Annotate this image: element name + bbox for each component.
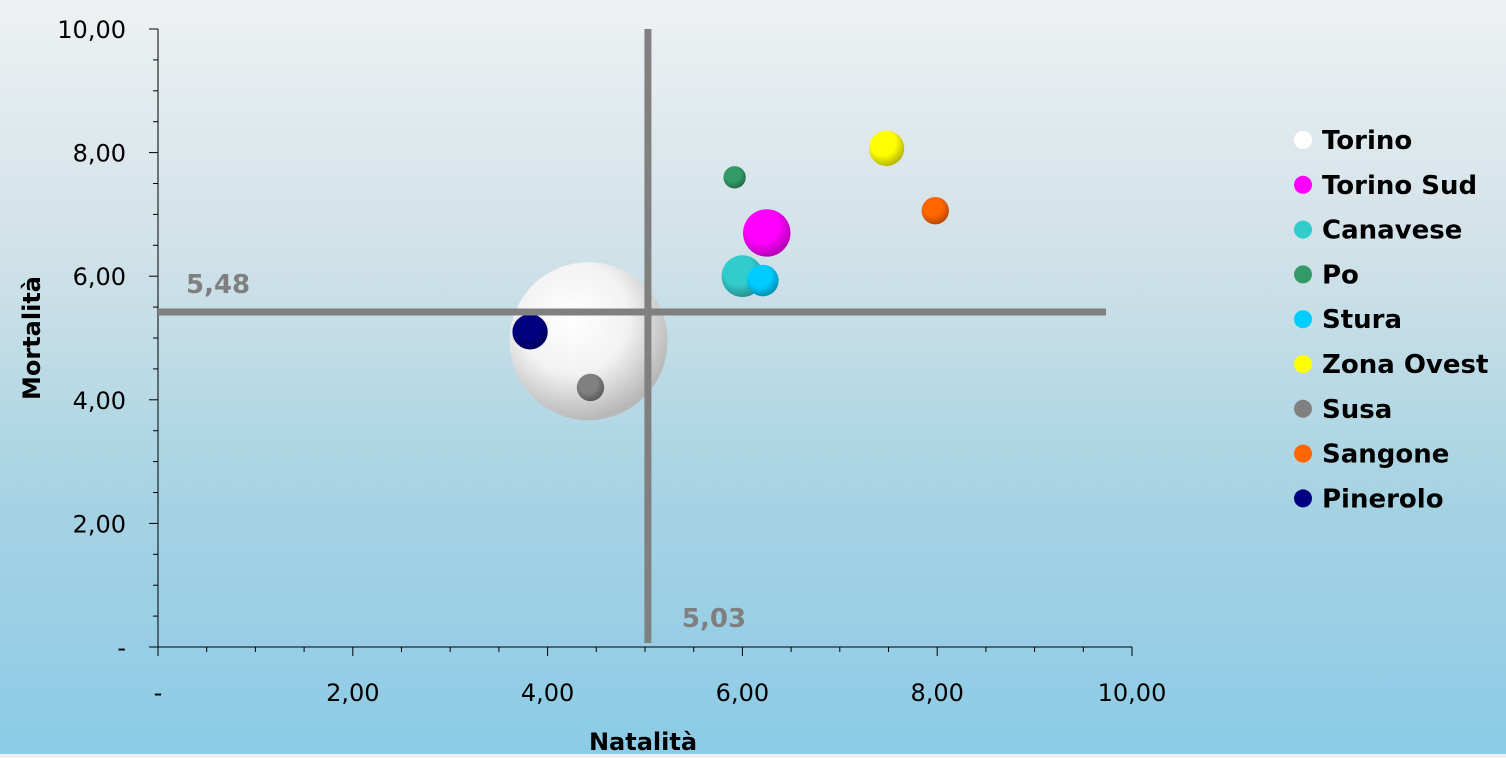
legend-label-susa: Susa	[1322, 395, 1392, 425]
x-tick-label: 10,00	[1098, 679, 1167, 707]
legend: Torino Torino Sud Canavese Po Stura Zona Oves…	[1294, 126, 1488, 514]
y-tick-label: 2,00	[73, 510, 126, 538]
legend-marker-po	[1294, 265, 1312, 283]
legend-label-canavese: Canavese	[1322, 216, 1462, 246]
legend-marker-susa	[1294, 400, 1312, 418]
legend-marker-pinerolo	[1294, 489, 1312, 507]
x-tick-label: -	[154, 679, 163, 707]
x-tick-label: 6,00	[716, 679, 769, 707]
y-tick-label: 8,00	[73, 140, 126, 168]
legend-label-sangone: Sangone	[1322, 440, 1449, 470]
legend-marker-canavese	[1294, 221, 1312, 239]
bubble-pinerolo	[512, 314, 547, 349]
legend-label-po: Po	[1322, 260, 1359, 290]
legend-label-zona-ovest: Zona Ovest	[1322, 350, 1488, 380]
x-tick-label: 8,00	[910, 679, 963, 707]
x-axis-title: Natalità	[589, 728, 697, 754]
bubble-po	[723, 166, 745, 188]
legend-marker-stura	[1294, 310, 1312, 328]
legend-marker-torino-sud	[1294, 176, 1312, 194]
x-tick-label: 4,00	[521, 679, 574, 707]
ref-line-y-label: 5,48	[186, 270, 250, 300]
bubble-susa	[577, 374, 604, 401]
y-tick-label: 4,00	[73, 387, 126, 415]
legend-label-torino-sud: Torino Sud	[1322, 171, 1477, 201]
legend-label-pinerolo: Pinerolo	[1322, 484, 1444, 514]
bubble-stura	[747, 265, 779, 297]
legend-label-torino: Torino	[1322, 126, 1412, 156]
legend-label-stura: Stura	[1322, 305, 1402, 335]
ref-line-x-label: 5,03	[682, 604, 746, 634]
legend-marker-zona-ovest	[1294, 355, 1312, 373]
y-axis-title: Mortalità	[18, 276, 46, 400]
x-tick-label: 2,00	[326, 679, 379, 707]
legend-marker-torino	[1294, 131, 1312, 149]
y-tick-label: 10,00	[57, 16, 126, 44]
bubble-zona-ovest	[869, 131, 904, 166]
bubble-torino-sud	[743, 209, 790, 256]
bubble-sangone	[922, 197, 949, 224]
y-tick-label: 6,00	[73, 263, 126, 291]
y-tick-label: -	[117, 634, 126, 662]
legend-marker-sangone	[1294, 445, 1312, 463]
bubbles-layer	[510, 131, 949, 420]
